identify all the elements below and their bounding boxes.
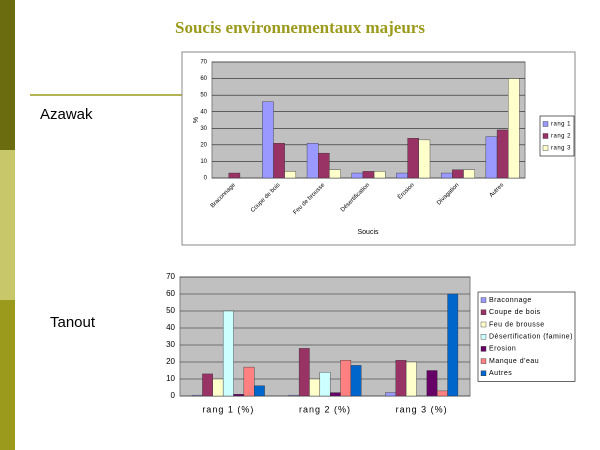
y-tick-label: 0 [171,391,176,400]
bar [426,370,438,397]
legend-swatch [480,358,487,364]
bar [440,172,453,179]
bar [395,360,407,397]
y-tick-label: 40 [200,109,207,115]
legend-label: Feu de brousse [489,321,545,328]
bar [228,172,241,179]
legend-label: rang 1 [551,122,571,128]
legend-label: Erosion [489,346,516,353]
bar [362,171,375,179]
side-bar [0,0,15,150]
y-tick-label: 50 [200,93,207,99]
y-tick-label: 10 [166,374,175,383]
y-tick-label: 10 [200,159,207,165]
bar [373,171,386,179]
bar [405,361,417,397]
bar [212,378,224,397]
bar [463,169,475,179]
plot-area [211,61,526,179]
y-tick-label: 30 [200,126,207,132]
bar [298,348,310,397]
bar [447,293,459,397]
bar [508,78,520,179]
bar [288,394,300,397]
legend-swatch [542,121,549,127]
x-tick-label: rang 2 (%) [299,404,351,414]
chart-title: Azawak [40,106,93,123]
legend-label: Braconnage [489,297,532,304]
bar [233,394,245,397]
bar [485,136,498,179]
bar [306,142,319,179]
legend-swatch [542,145,549,151]
legend-label: Manque d'eau [489,358,539,365]
x-tick-label: rang 3 (%) [396,404,448,414]
bar [284,171,297,179]
y-tick-label: 30 [166,340,175,349]
legend-label: rang 3 [551,146,571,152]
y-tick-label: 70 [166,272,175,281]
x-tick-label: rang 1 (%) [202,404,254,414]
bar [340,360,352,397]
y-tick-label: 0 [204,176,208,182]
side-bar [0,300,15,450]
bar [329,169,341,179]
legend-label: Autres [489,370,512,377]
side-bar [0,150,15,300]
legend-swatch [480,334,487,340]
y-tick-label: 50 [166,306,175,315]
y-tick-label: 20 [200,142,207,148]
bar [396,172,408,179]
bar [191,394,203,397]
chart-title: Tanout [50,314,96,331]
bar [329,392,341,397]
legend-label: Désertification (famine) [489,334,573,341]
y-tick-label: 40 [166,323,175,332]
bar [222,310,234,397]
legend-label: Coupe de bois [489,309,541,316]
y-tick-label: 60 [166,289,175,298]
bar [262,101,274,179]
legend-swatch [480,321,487,328]
bar [202,373,213,397]
bar [496,129,509,179]
bar [254,385,265,397]
bar [452,169,464,179]
bar [418,139,431,179]
bar [350,365,362,397]
y-tick-label: 60 [200,76,207,82]
bar [309,378,321,397]
bar [385,392,396,397]
bar [243,366,255,397]
bar [273,142,285,179]
legend-box [477,291,576,382]
legend-swatch [480,346,487,352]
bar [351,172,364,179]
bar [317,152,330,179]
legend-swatch [480,309,487,315]
legend-swatch [480,370,487,376]
bar [407,138,420,179]
slide-title: Soucis environnementaux majeurs [175,18,425,37]
x-axis-label: Soucis [357,229,379,236]
legend-swatch [542,133,549,139]
y-tick-label: 20 [166,357,175,366]
legend-swatch [480,297,487,303]
legend-label: rang 2 [551,134,571,140]
y-axis-label: % [193,117,200,123]
y-tick-label: 70 [200,60,207,66]
bar [319,372,331,397]
bar [437,390,448,397]
